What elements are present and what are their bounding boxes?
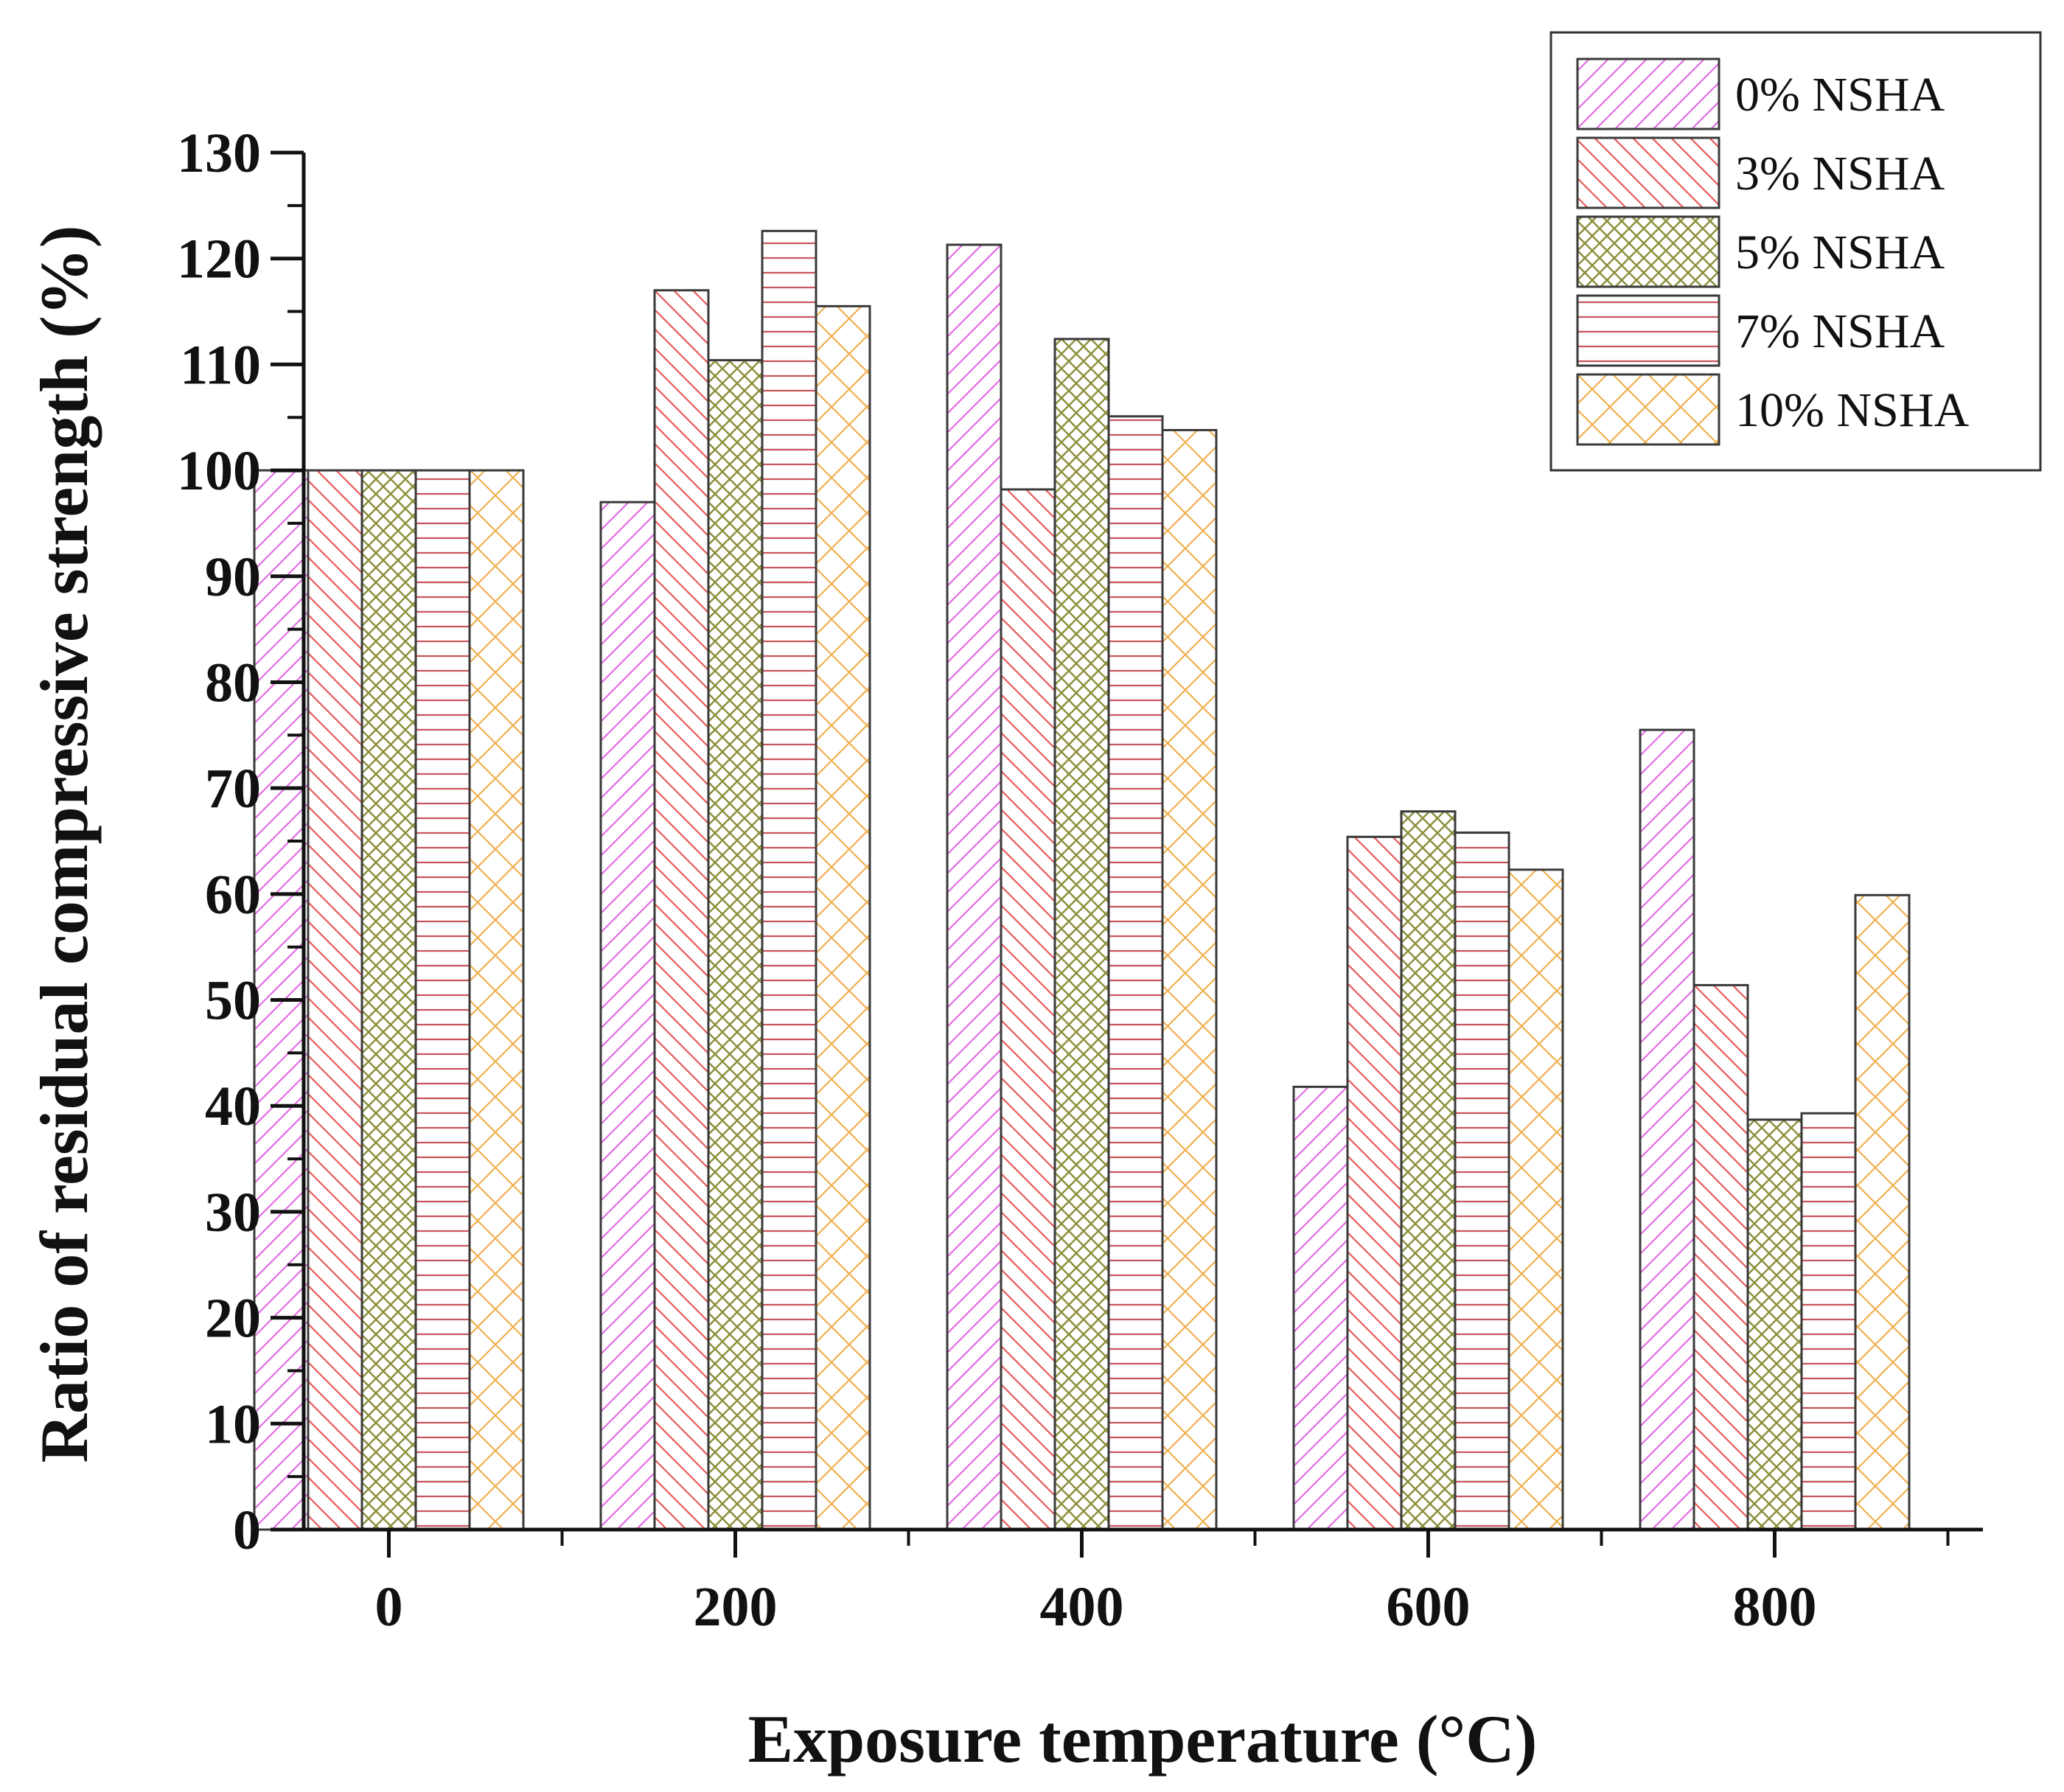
legend-swatch xyxy=(1576,373,1720,446)
bar-800-3-nsha xyxy=(1692,983,1749,1531)
bar-400-5-nsha xyxy=(1053,338,1110,1531)
bar-600-0-nsha xyxy=(1292,1085,1349,1531)
y-tick-label: 0 xyxy=(233,1499,261,1561)
x-tick-label: 0 xyxy=(375,1576,403,1638)
y-tick-label: 40 xyxy=(205,1075,261,1137)
y-tick-label: 70 xyxy=(205,758,261,820)
legend-label: 0% NSHA xyxy=(1735,68,1945,122)
x-tick-label: 400 xyxy=(1040,1576,1124,1638)
legend-label: 7% NSHA xyxy=(1735,304,1945,358)
y-tick-label: 10 xyxy=(205,1393,261,1455)
y-tick-label: 30 xyxy=(205,1182,261,1244)
y-axis-title: Ratio of residual compressive strength (… xyxy=(27,226,102,1463)
y-tick-label: 110 xyxy=(180,334,261,396)
y-tick-label: 100 xyxy=(177,440,261,502)
y-tick-label: 90 xyxy=(205,546,261,608)
bar-600-7-nsha xyxy=(1454,831,1510,1531)
legend-label: 10% NSHA xyxy=(1735,383,1970,437)
bar-400-10-nsha xyxy=(1161,428,1218,1531)
y-tick-label: 20 xyxy=(205,1288,261,1350)
bar-400-7-nsha xyxy=(1107,415,1164,1531)
bar-200-0-nsha xyxy=(599,501,656,1531)
y-tick-label: 60 xyxy=(205,864,261,926)
bar-600-10-nsha xyxy=(1507,868,1564,1531)
legend-label: 5% NSHA xyxy=(1735,226,1945,279)
legend-swatch xyxy=(1576,57,1720,130)
bar-200-5-nsha xyxy=(707,359,764,1531)
x-axis-title: Exposure temperature (°C) xyxy=(748,1701,1538,1777)
x-tick-label: 200 xyxy=(694,1576,778,1638)
bar-800-7-nsha xyxy=(1800,1112,1857,1531)
x-tick-label: 800 xyxy=(1733,1576,1817,1638)
bar-200-7-nsha xyxy=(761,229,817,1531)
axes-layer: 0 10 20 30 40 50 60 70 80 90 100 110 120 130 0 200 400 60… xyxy=(177,122,1983,1638)
bar-800-0-nsha xyxy=(1639,728,1695,1531)
y-tick-label: 80 xyxy=(205,652,261,714)
legend-swatch xyxy=(1576,294,1720,367)
bar-0-3-nsha xyxy=(307,469,363,1531)
bar-800-5-nsha xyxy=(1746,1118,1803,1531)
bar-200-3-nsha xyxy=(653,289,710,1531)
bar-0-10-nsha xyxy=(468,469,525,1531)
bar-0-7-nsha xyxy=(414,469,471,1531)
y-tick-label: 50 xyxy=(205,970,261,1032)
bar-600-5-nsha xyxy=(1400,810,1457,1531)
bar-0-5-nsha xyxy=(360,469,417,1531)
bar-600-3-nsha xyxy=(1346,835,1403,1531)
y-tick-label: 120 xyxy=(177,229,261,290)
legend-label: 3% NSHA xyxy=(1735,147,1945,201)
bars-layer xyxy=(253,229,1911,1531)
legend-swatch xyxy=(1576,215,1720,288)
bar-400-3-nsha xyxy=(1000,488,1056,1531)
bar-800-10-nsha xyxy=(1854,893,1911,1531)
bar-400-0-nsha xyxy=(946,243,1003,1531)
legend: 0% NSHA 3% NSHA 5% NSHA 7% NSHA 10% NSHA xyxy=(1549,31,2042,472)
legend-swatch xyxy=(1576,136,1720,209)
y-tick-label: 130 xyxy=(177,122,261,184)
bar-200-10-nsha xyxy=(815,304,871,1531)
x-tick-label: 600 xyxy=(1387,1576,1471,1638)
